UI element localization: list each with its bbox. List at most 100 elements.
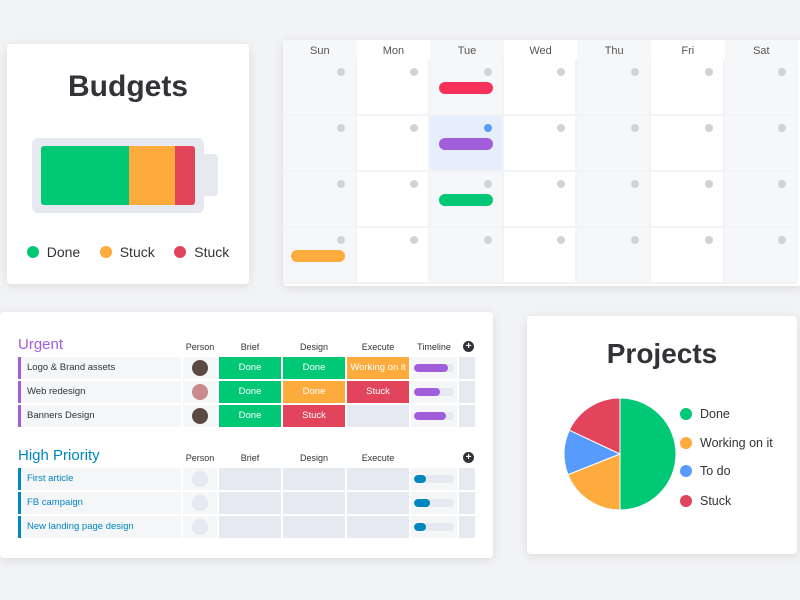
- execute-status-cell[interactable]: [347, 468, 409, 490]
- calendar-cell[interactable]: [577, 172, 651, 228]
- person-cell[interactable]: [183, 516, 217, 538]
- design-status-cell[interactable]: Done: [283, 357, 345, 379]
- row-end-cell: [459, 357, 475, 379]
- calendar-cell[interactable]: [283, 116, 357, 172]
- execute-status-cell[interactable]: [347, 405, 409, 427]
- budget-bar: [41, 146, 195, 205]
- calendar-event[interactable]: [291, 250, 345, 262]
- calendar-cell[interactable]: [503, 116, 578, 172]
- legend-label: Stuck: [700, 494, 732, 508]
- brief-status-cell[interactable]: [219, 468, 281, 490]
- calendar-cell[interactable]: [283, 172, 357, 228]
- calendar-cell[interactable]: [430, 228, 504, 284]
- calendar-cell[interactable]: [356, 172, 431, 228]
- calendar-event[interactable]: [439, 194, 494, 206]
- calendar-cell[interactable]: [650, 172, 725, 228]
- design-status-cell[interactable]: [283, 468, 345, 490]
- dot-icon: [410, 124, 419, 132]
- board-row-name[interactable]: FB campaign: [18, 492, 181, 514]
- calendar-cell[interactable]: [430, 172, 504, 228]
- calendar-cell[interactable]: [724, 60, 799, 116]
- avatar[interactable]: [192, 471, 208, 487]
- timeline-cell[interactable]: [411, 492, 457, 514]
- col-brief: Brief: [240, 342, 260, 352]
- calendar-cell[interactable]: [356, 60, 431, 116]
- calendar-cell[interactable]: [283, 228, 357, 284]
- avatar[interactable]: [192, 408, 208, 424]
- legend-label: Working on it: [700, 436, 773, 450]
- execute-status-cell[interactable]: Stuck: [347, 381, 409, 403]
- person-cell[interactable]: [183, 357, 217, 379]
- day-header-sat: Sat: [724, 40, 799, 60]
- timeline-bar: [414, 475, 454, 483]
- person-cell[interactable]: [183, 405, 217, 427]
- person-cell[interactable]: [183, 468, 217, 490]
- legend-item-done: Done: [680, 407, 730, 421]
- board-row-name[interactable]: Logo & Brand assets: [18, 357, 181, 379]
- execute-status-cell[interactable]: [347, 516, 409, 538]
- person-cell[interactable]: [183, 492, 217, 514]
- calendar-cell[interactable]: [503, 60, 578, 116]
- execute-status-cell[interactable]: Working on it: [347, 357, 409, 379]
- calendar-cell[interactable]: [724, 228, 799, 284]
- calendar-cell[interactable]: [650, 228, 725, 284]
- calendar-cell[interactable]: [503, 172, 578, 228]
- person-cell[interactable]: [183, 381, 217, 403]
- group-title-high-priority[interactable]: High Priority: [18, 447, 100, 464]
- calendar-cell[interactable]: [430, 60, 504, 116]
- timeline-cell[interactable]: [411, 405, 457, 427]
- avatar[interactable]: [192, 519, 208, 535]
- row-end-cell: [459, 405, 475, 427]
- add-column-icon[interactable]: +: [463, 341, 474, 352]
- design-status-cell[interactable]: Done: [283, 381, 345, 403]
- add-column-icon[interactable]: +: [463, 452, 474, 463]
- brief-status-cell[interactable]: Done: [219, 405, 281, 427]
- brief-status-cell[interactable]: [219, 516, 281, 538]
- pie-slice-working-on-it[interactable]: [567, 453, 621, 511]
- design-status-cell[interactable]: Stuck: [283, 405, 345, 427]
- calendar-cell[interactable]: [503, 228, 578, 284]
- calendar-cell[interactable]: [356, 228, 431, 284]
- calendar-cell[interactable]: [577, 60, 651, 116]
- calendar-event[interactable]: [439, 138, 494, 150]
- dot-icon: [704, 236, 713, 244]
- board-row-name[interactable]: New landing page design: [18, 516, 181, 538]
- calendar-cell[interactable]: [577, 116, 651, 172]
- dot-icon: [410, 236, 419, 244]
- calendar-cell[interactable]: [724, 172, 799, 228]
- timeline-cell[interactable]: [411, 381, 457, 403]
- design-status-cell[interactable]: [283, 516, 345, 538]
- avatar[interactable]: [192, 384, 208, 400]
- calendar-event[interactable]: [439, 82, 494, 94]
- legend-item-stuck: Stuck: [174, 244, 229, 260]
- group-title-urgent[interactable]: Urgent: [18, 336, 64, 353]
- pie-slice-done[interactable]: [619, 397, 677, 511]
- calendar-cell[interactable]: [724, 116, 799, 172]
- brief-status-cell[interactable]: [219, 492, 281, 514]
- timeline-cell[interactable]: [411, 468, 457, 490]
- calendar-cell[interactable]: [430, 116, 504, 172]
- avatar[interactable]: [192, 495, 208, 511]
- execute-status-cell[interactable]: [347, 492, 409, 514]
- timeline-cell[interactable]: [411, 516, 457, 538]
- board-row-name[interactable]: First article: [18, 468, 181, 490]
- calendar-cell[interactable]: [650, 60, 725, 116]
- calendar-cell[interactable]: [283, 60, 357, 116]
- avatar[interactable]: [192, 360, 208, 376]
- design-status-cell[interactable]: [283, 492, 345, 514]
- row-end-cell: [459, 492, 475, 514]
- brief-status-cell[interactable]: Done: [219, 381, 281, 403]
- brief-status-cell[interactable]: Done: [219, 357, 281, 379]
- calendar-cell[interactable]: [577, 228, 651, 284]
- pie-slice-stuck[interactable]: [568, 397, 621, 455]
- board-row-name[interactable]: Banners Design: [18, 405, 181, 427]
- timeline-fill: [414, 523, 426, 531]
- timeline-cell[interactable]: [411, 357, 457, 379]
- dot-icon: [336, 68, 345, 76]
- dot-icon: [174, 246, 187, 258]
- calendar-cell[interactable]: [650, 116, 725, 172]
- legend-item-todo: To do: [680, 464, 731, 478]
- board-row-name[interactable]: Web redesign: [18, 381, 181, 403]
- legend-label: To do: [700, 464, 731, 478]
- calendar-cell[interactable]: [356, 116, 431, 172]
